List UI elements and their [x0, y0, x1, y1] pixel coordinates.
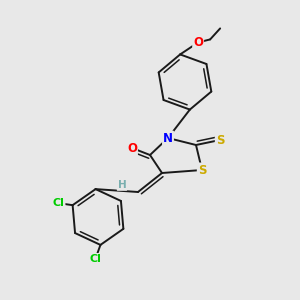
Text: H: H: [118, 180, 126, 190]
Text: O: O: [193, 36, 203, 49]
Text: Cl: Cl: [89, 254, 101, 264]
Text: S: S: [216, 134, 224, 146]
Text: N: N: [163, 131, 173, 145]
Text: O: O: [127, 142, 137, 154]
Text: Cl: Cl: [53, 198, 64, 208]
Text: S: S: [198, 164, 206, 176]
